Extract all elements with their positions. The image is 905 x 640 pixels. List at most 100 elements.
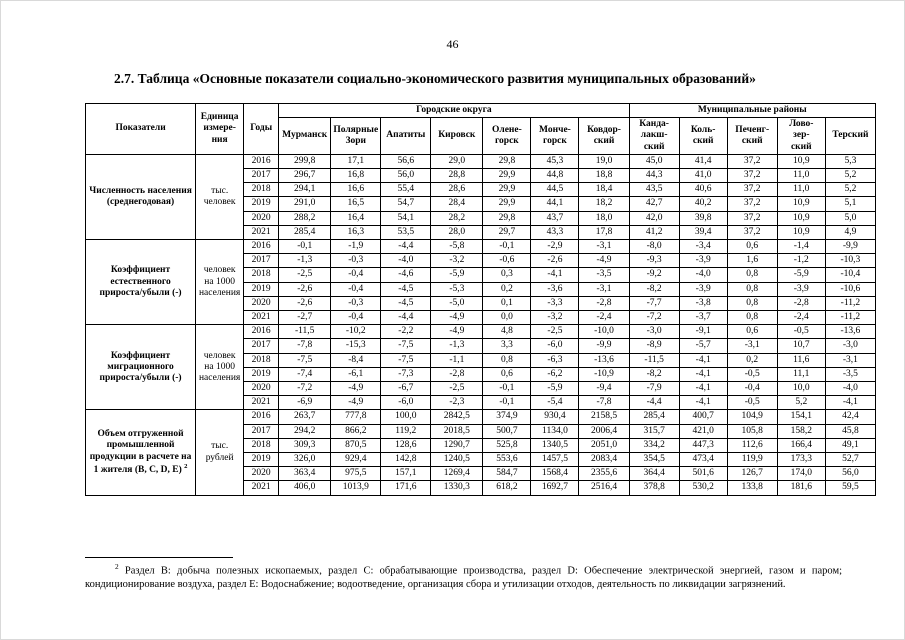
value-cell: 0,6: [726, 239, 778, 255]
page-number: 46: [446, 37, 459, 51]
col-group-urban-districts: Городские округа: [278, 102, 630, 119]
value-cell: 40,6: [678, 182, 728, 198]
value-cell: 0,2: [726, 352, 778, 368]
value-cell: -4,1: [678, 395, 728, 411]
value-cell: 525,8: [482, 437, 532, 454]
value-cell: 16,5: [330, 196, 382, 212]
value-cell: -4,9: [578, 253, 630, 269]
value-cell: -6,7: [380, 381, 432, 397]
value-cell: -10,3: [824, 253, 877, 269]
value-cell: 10,9: [776, 153, 826, 170]
value-cell: -1,2: [776, 253, 826, 269]
value-cell: 5,3: [824, 153, 877, 170]
value-cell: 421,0: [678, 423, 728, 439]
value-cell: -0,6: [482, 253, 532, 269]
value-cell: -13,6: [578, 352, 630, 368]
value-cell: 618,2: [482, 480, 532, 496]
value-cell: 157,1: [380, 466, 432, 482]
value-cell: 10,7: [776, 338, 826, 354]
value-cell: -7,5: [380, 352, 432, 368]
value-cell: -4,6: [380, 267, 432, 283]
value-cell: -0,1: [278, 239, 332, 255]
value-cell: -3,9: [678, 281, 728, 297]
table-row: 2019 -7,4 -6,1 -7,3 -2,8 0,6 -6,2 -10,9 -8,2 -4,1…: [86, 366, 877, 383]
value-cell: 42,4: [824, 409, 877, 425]
year-cell: 2020: [243, 466, 280, 482]
value-cell: 174,0: [776, 466, 826, 482]
value-cell: 2355,6: [578, 466, 630, 482]
value-cell: -4,1: [678, 366, 728, 383]
value-cell: -7,8: [278, 338, 332, 354]
value-cell: 29,0: [430, 153, 484, 170]
value-cell: -1,1: [430, 352, 484, 368]
value-cell: 54,7: [380, 196, 432, 212]
col-header-territory: Кировск: [430, 117, 484, 155]
value-cell: 296,7: [278, 168, 332, 184]
value-cell: 37,2: [726, 224, 778, 241]
value-cell: 29,9: [482, 196, 532, 212]
value-cell: -10,9: [578, 366, 630, 383]
col-header-territory: Апатиты: [380, 117, 432, 155]
footnote-text: Раздел В: добыча полезных ископаемых, ра…: [85, 565, 843, 590]
value-cell: -0,5: [726, 366, 778, 383]
value-cell: 158,2: [776, 423, 826, 439]
unit-cell: человек на 1000 населения: [195, 324, 245, 411]
value-cell: -2,5: [430, 381, 484, 397]
year-cell: 2016: [243, 409, 280, 425]
value-cell: -2,4: [578, 310, 630, 326]
value-cell: 41,4: [678, 153, 728, 170]
value-cell: -1,3: [278, 253, 332, 269]
table-header-group-row: Показатели Единица измере- ния Годы Горо…: [84, 102, 877, 155]
value-cell: 29,8: [482, 210, 532, 226]
table-row: 2019 326,0 929,4 142,8 1240,5 553,6 1457,5 2083…: [86, 452, 877, 468]
table-row: 2020 -7,2 -4,9 -6,7 -2,5 -0,1 -5,9 -9,4 -7,9 -4,1…: [86, 381, 877, 397]
value-cell: -0,1: [482, 381, 532, 397]
value-cell: 45,0: [628, 153, 680, 170]
value-cell: -4,1: [678, 352, 728, 368]
value-cell: 142,8: [380, 452, 432, 468]
table-row: 2019 291,0 16,5 54,7 28,4 29,9 44,1 18,2 42,7 40,…: [86, 196, 877, 212]
value-cell: 112,6: [726, 437, 778, 454]
value-cell: 55,4: [380, 182, 432, 198]
year-cell: 2019: [243, 452, 280, 468]
value-cell: 11,1: [776, 366, 826, 383]
value-cell: 42,0: [628, 210, 680, 226]
value-cell: -3,0: [628, 324, 680, 340]
value-cell: 16,3: [330, 224, 382, 241]
value-cell: 43,7: [530, 210, 580, 226]
value-cell: 309,3: [278, 437, 332, 454]
value-cell: -2,8: [776, 295, 826, 312]
value-cell: 473,4: [678, 452, 728, 468]
value-cell: 181,6: [776, 480, 826, 496]
year-cell: 2017: [243, 253, 280, 269]
value-cell: -3,9: [776, 281, 826, 297]
value-cell: -9,2: [628, 267, 680, 283]
value-cell: -10,2: [330, 324, 382, 340]
value-cell: 45,3: [530, 153, 580, 170]
value-cell: -1,3: [430, 338, 484, 354]
year-cell: 2016: [243, 153, 280, 170]
year-cell: 2018: [243, 182, 280, 198]
value-cell: -3,8: [678, 295, 728, 312]
col-header-territory: Полярные Зори: [330, 117, 382, 155]
value-cell: -9,4: [578, 381, 630, 397]
value-cell: 154,1: [776, 409, 826, 425]
value-cell: 44,8: [530, 168, 580, 184]
value-cell: 326,0: [278, 452, 332, 468]
footnote-marker: 2: [115, 562, 119, 571]
value-cell: -4,4: [380, 310, 432, 326]
value-cell: 19,0: [578, 153, 630, 170]
value-cell: -7,4: [278, 366, 332, 383]
value-cell: -4,1: [678, 381, 728, 397]
value-cell: 0,6: [482, 366, 532, 383]
value-cell: 37,2: [726, 182, 778, 198]
value-cell: 2006,4: [578, 423, 630, 439]
col-header-territory: Лово- зер- ский: [776, 117, 826, 155]
value-cell: 18,8: [578, 168, 630, 184]
value-cell: 53,5: [380, 224, 432, 241]
year-cell: 2019: [243, 196, 280, 212]
value-cell: -10,6: [824, 281, 877, 297]
indicator-cell: Численность населения (среднегодовая): [84, 153, 197, 241]
value-cell: 56,0: [380, 168, 432, 184]
value-cell: 0,8: [726, 295, 778, 312]
